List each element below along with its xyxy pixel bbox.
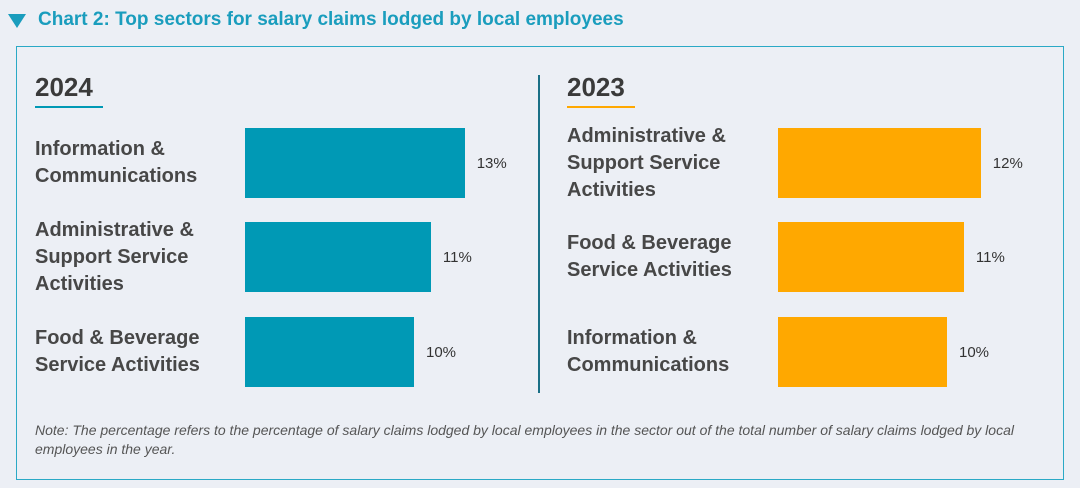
value-label: 12% xyxy=(992,154,1023,172)
panel-title: 2024 xyxy=(35,72,93,102)
category-label: Administrative & Support Service Activit… xyxy=(35,218,194,295)
bar xyxy=(778,222,964,292)
bar xyxy=(245,317,414,387)
value-label: 11% xyxy=(442,248,472,266)
value-label: 10% xyxy=(959,343,990,361)
bar xyxy=(778,128,981,198)
frame xyxy=(16,46,1064,480)
category-label: Information & Communications xyxy=(567,327,730,376)
page-title: Chart 2: Top sectors for salary claims l… xyxy=(38,9,624,30)
title-underline xyxy=(567,106,635,108)
category-label: Information & Communications xyxy=(35,138,198,187)
value-label: 10% xyxy=(426,343,457,361)
category-label: Food & Beverage Service Activities xyxy=(567,232,732,281)
category-label: Food & Beverage Service Activities xyxy=(35,327,200,376)
value-label: 11% xyxy=(975,248,1005,266)
note: Note: The percentage refers to the perce… xyxy=(35,422,1014,457)
value-label: 13% xyxy=(476,154,507,172)
bar xyxy=(245,222,431,292)
title-underline xyxy=(35,106,103,108)
panel-title: 2023 xyxy=(567,72,625,102)
bar xyxy=(245,128,465,198)
category-label: Administrative & Support Service Activit… xyxy=(567,124,726,201)
title-marker xyxy=(8,14,26,28)
bar xyxy=(778,317,947,387)
divider xyxy=(538,75,540,393)
